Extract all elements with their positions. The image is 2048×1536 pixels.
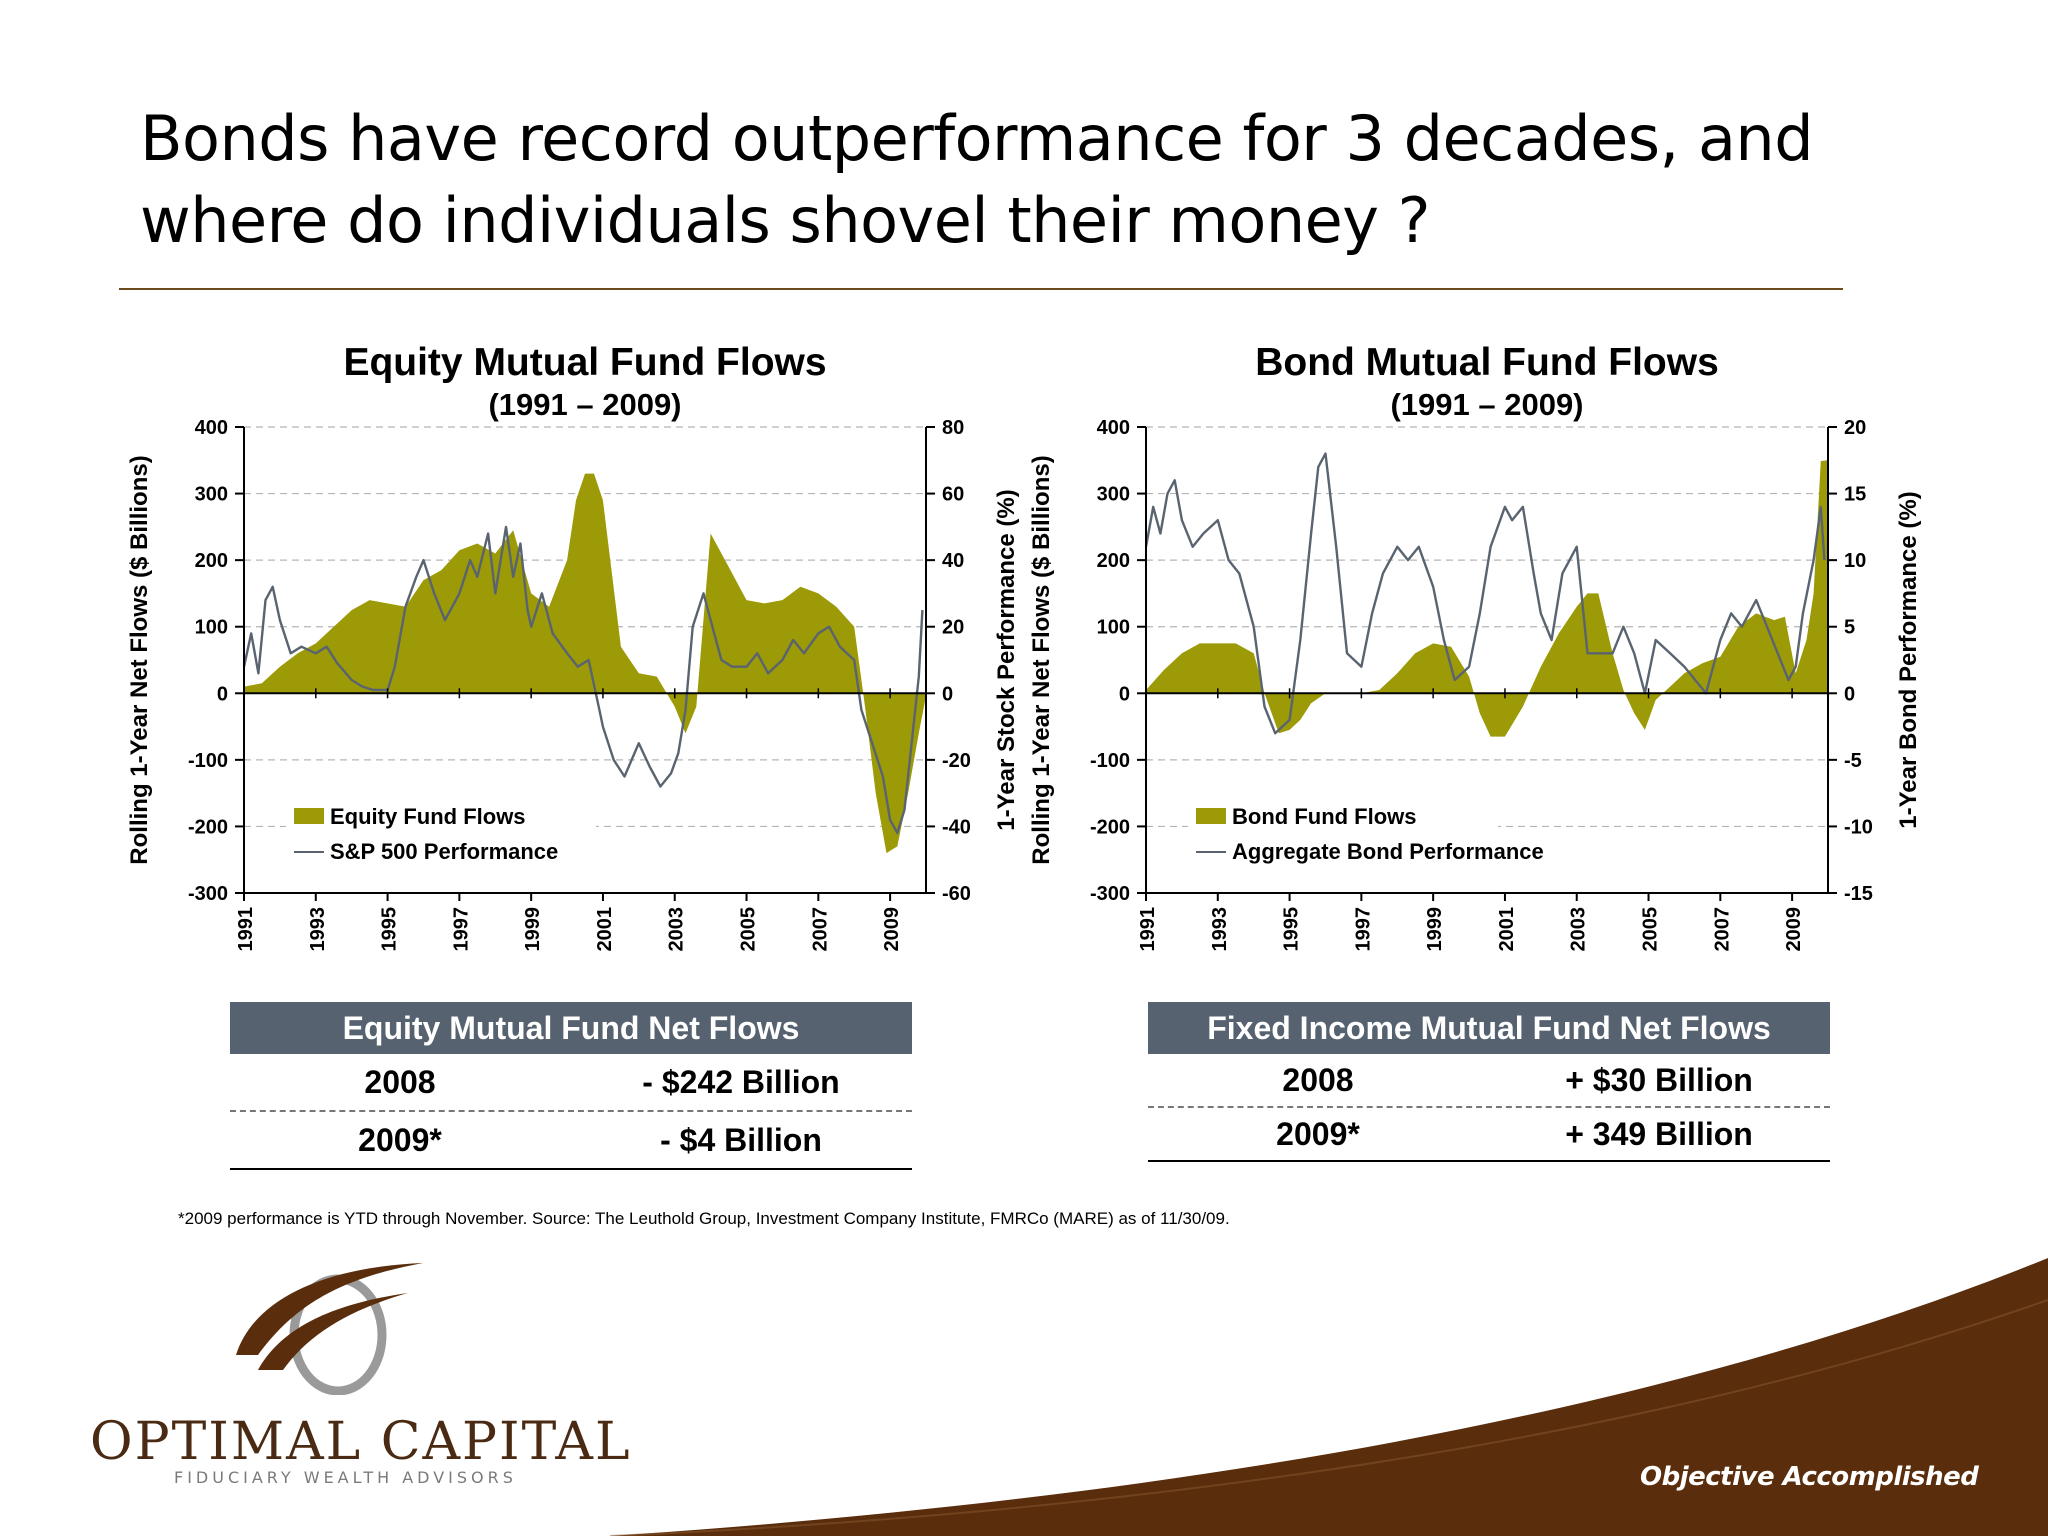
x-tick-label: 1991 — [1137, 907, 1159, 952]
chart-title: Bond Mutual Fund Flows — [1255, 341, 1719, 384]
x-tick-label: 2001 — [594, 907, 616, 952]
y-tick-label: 300 — [195, 484, 228, 506]
legend-background — [286, 800, 596, 880]
x-tick-label: 2003 — [1568, 907, 1590, 952]
row-value: - $242 Billion — [642, 1063, 840, 1100]
y-tick-label: -200 — [1090, 816, 1130, 838]
y-tick-label: 200 — [1097, 550, 1130, 572]
row-value: + 349 Billion — [1565, 1115, 1753, 1152]
table-row: 2008 - $242 Billion — [230, 1054, 912, 1112]
y-tick-label: 400 — [1097, 417, 1130, 439]
series-line-performance — [242, 525, 924, 835]
brand-subtitle: FIDUCIARY WEALTH ADVISORS — [174, 1468, 517, 1487]
y2-tick-label: 20 — [1844, 417, 1866, 439]
x-tick-label: 1995 — [379, 907, 401, 952]
y2-axis-label: 1-Year Stock Performance (%) — [993, 489, 1020, 830]
row-year: 2008 — [1282, 1061, 1354, 1098]
row-value: + $30 Billion — [1565, 1061, 1753, 1098]
y2-tick-label: 60 — [942, 484, 964, 506]
fixed-income-net-flows-table: Fixed Income Mutual Fund Net Flows 2008 … — [1148, 1002, 1830, 1162]
y2-tick-label: 40 — [942, 550, 964, 572]
y-tick-label: -200 — [188, 816, 228, 838]
y2-tick-label: -40 — [942, 816, 971, 838]
y2-tick-label: 80 — [942, 417, 964, 439]
series-line-performance — [1144, 452, 1826, 735]
y2-tick-label: 20 — [942, 617, 964, 639]
y2-tick-label: -5 — [1844, 750, 1862, 772]
row-year: 2009* — [1276, 1115, 1360, 1152]
x-tick-label: 2005 — [738, 907, 760, 952]
legend-swatch-area — [1196, 808, 1226, 824]
table-row: 2009* - $4 Billion — [230, 1112, 912, 1170]
brand-name: OPTIMAL CAPITAL — [90, 1412, 632, 1472]
legend-label-area: Equity Fund Flows — [330, 804, 526, 829]
y2-axis-label: 1-Year Bond Performance (%) — [1895, 491, 1922, 828]
x-tick-label: 2009 — [881, 907, 903, 952]
table-row: 2008 + $30 Billion — [1148, 1054, 1830, 1108]
y2-tick-label: 10 — [1844, 550, 1866, 572]
y-tick-label: 0 — [1119, 683, 1130, 705]
legend-label-line: S&P 500 Performance — [330, 839, 558, 864]
legend-label-area: Bond Fund Flows — [1232, 804, 1417, 829]
y2-tick-label: 15 — [1844, 484, 1866, 506]
series-area-fund-flows — [1146, 460, 1828, 737]
equity-flows-chart: Equity Mutual Fund Flows(1991 – 2009)400… — [126, 341, 1020, 952]
source-footnote: *2009 performance is YTD through Novembe… — [178, 1209, 1230, 1228]
equity-net-flows-table: Equity Mutual Fund Net Flows 2008 - $242… — [230, 1002, 912, 1170]
y2-tick-label: -60 — [942, 883, 971, 905]
legend-label-line: Aggregate Bond Performance — [1232, 839, 1544, 864]
chart-subtitle: (1991 – 2009) — [488, 387, 681, 422]
y-tick-label: -300 — [188, 883, 228, 905]
y-tick-label: 400 — [195, 417, 228, 439]
legend-swatch-area — [294, 808, 324, 824]
x-tick-label: 2007 — [809, 907, 831, 952]
row-value: - $4 Billion — [660, 1121, 822, 1158]
x-tick-label: 2005 — [1640, 907, 1662, 952]
x-tick-label: 1999 — [522, 907, 544, 952]
y-axis-label: Rolling 1-Year Net Flows ($ Billions) — [126, 455, 153, 864]
x-tick-label: 2009 — [1783, 907, 1805, 952]
x-tick-label: 1995 — [1281, 907, 1303, 952]
y-tick-label: 100 — [1097, 617, 1130, 639]
x-tick-label: 1991 — [235, 907, 257, 952]
y-tick-label: 300 — [1097, 484, 1130, 506]
x-tick-label: 1993 — [307, 907, 329, 952]
x-tick-label: 2003 — [666, 907, 688, 952]
y-axis-label: Rolling 1-Year Net Flows ($ Billions) — [1028, 455, 1055, 864]
title-divider — [119, 288, 1843, 290]
x-tick-label: 2007 — [1711, 907, 1733, 952]
y2-tick-label: 0 — [1844, 683, 1855, 705]
y2-tick-label: -20 — [942, 750, 971, 772]
x-tick-label: 1999 — [1424, 907, 1446, 952]
y2-tick-label: 5 — [1844, 617, 1855, 639]
table-header: Equity Mutual Fund Net Flows — [230, 1002, 912, 1054]
y2-tick-label: -10 — [1844, 816, 1873, 838]
y-tick-label: 0 — [217, 683, 228, 705]
x-tick-label: 1997 — [1352, 907, 1374, 952]
y2-tick-label: 0 — [942, 683, 953, 705]
y2-tick-label: -15 — [1844, 883, 1873, 905]
brand-tagline: Objective Accomplished — [1640, 1462, 1979, 1492]
chart-title: Equity Mutual Fund Flows — [343, 341, 826, 384]
y-tick-label: -100 — [188, 750, 228, 772]
y-tick-label: -300 — [1090, 883, 1130, 905]
slide-title: Bonds have record outperformance for 3 d… — [140, 102, 1814, 257]
chart-subtitle: (1991 – 2009) — [1390, 387, 1583, 422]
y-tick-label: -100 — [1090, 750, 1130, 772]
table-header: Fixed Income Mutual Fund Net Flows — [1148, 1002, 1830, 1054]
y-tick-label: 100 — [195, 617, 228, 639]
table-row: 2009* + 349 Billion — [1148, 1108, 1830, 1162]
x-tick-label: 2001 — [1496, 907, 1518, 952]
x-tick-label: 1997 — [450, 907, 472, 952]
bond-flows-chart: Bond Mutual Fund Flows(1991 – 2009) 400 30… — [1028, 341, 1922, 952]
row-year: 2009* — [358, 1121, 442, 1158]
row-year: 2008 — [364, 1063, 436, 1100]
x-tick-label: 1993 — [1209, 907, 1231, 952]
y-tick-label: 200 — [195, 550, 228, 572]
optimal-capital-logo — [236, 1263, 423, 1395]
legend-background — [1188, 800, 1498, 880]
